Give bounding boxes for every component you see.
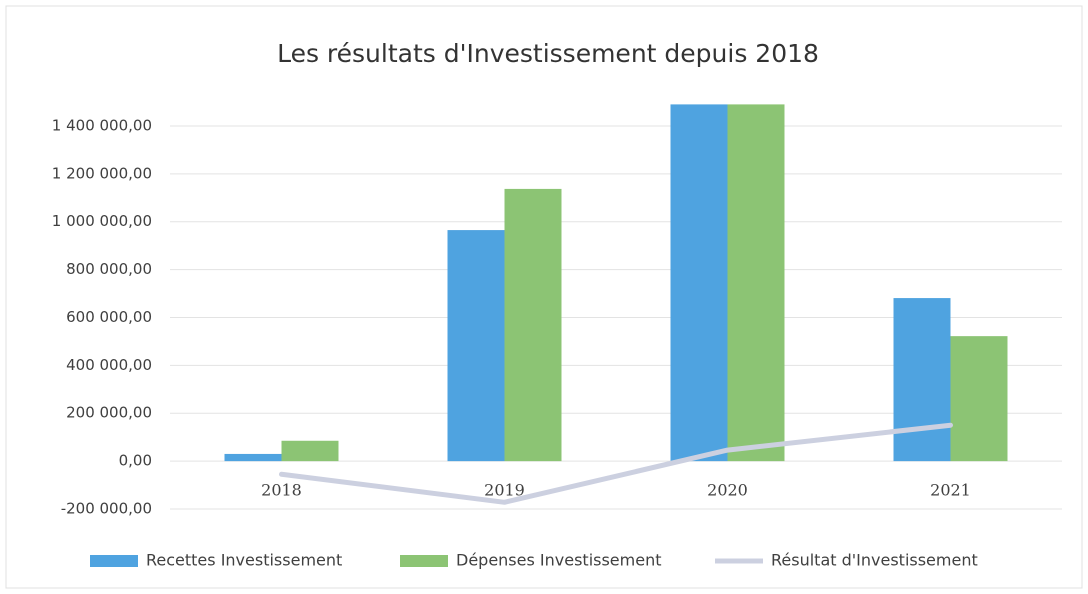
y-tick-label: 400 000,00 <box>66 356 152 374</box>
legend-swatch <box>400 555 448 567</box>
y-tick-label: 1 400 000,00 <box>52 116 152 134</box>
x-tick-label: 2019 <box>484 481 525 500</box>
legend-swatch <box>90 555 138 567</box>
bar <box>670 104 728 462</box>
bar <box>224 453 282 462</box>
bar <box>281 440 339 462</box>
y-tick-label: 1 000 000,00 <box>52 212 152 230</box>
chart-title: Les résultats d'Investissement depuis 20… <box>277 39 819 68</box>
bar <box>727 104 785 462</box>
bar <box>504 188 562 462</box>
legend-label: Dépenses Investissement <box>456 551 662 570</box>
legend-label: Recettes Investissement <box>146 551 342 570</box>
y-tick-label: 1 200 000,00 <box>52 164 152 182</box>
x-tick-label: 2018 <box>261 481 302 500</box>
x-tick-label: 2020 <box>707 481 748 500</box>
bar <box>893 298 951 462</box>
line-series <box>279 422 953 505</box>
legend-label: Résultat d'Investissement <box>771 551 978 570</box>
y-tick-label: 200 000,00 <box>66 404 152 422</box>
bar <box>447 230 505 462</box>
y-tick-label: 800 000,00 <box>66 260 152 278</box>
y-tick-label: 0,00 <box>119 452 152 470</box>
y-tick-label: -200 000,00 <box>61 500 152 518</box>
x-tick-label: 2021 <box>930 481 971 500</box>
y-tick-label: 600 000,00 <box>66 308 152 326</box>
bar <box>950 336 1008 462</box>
